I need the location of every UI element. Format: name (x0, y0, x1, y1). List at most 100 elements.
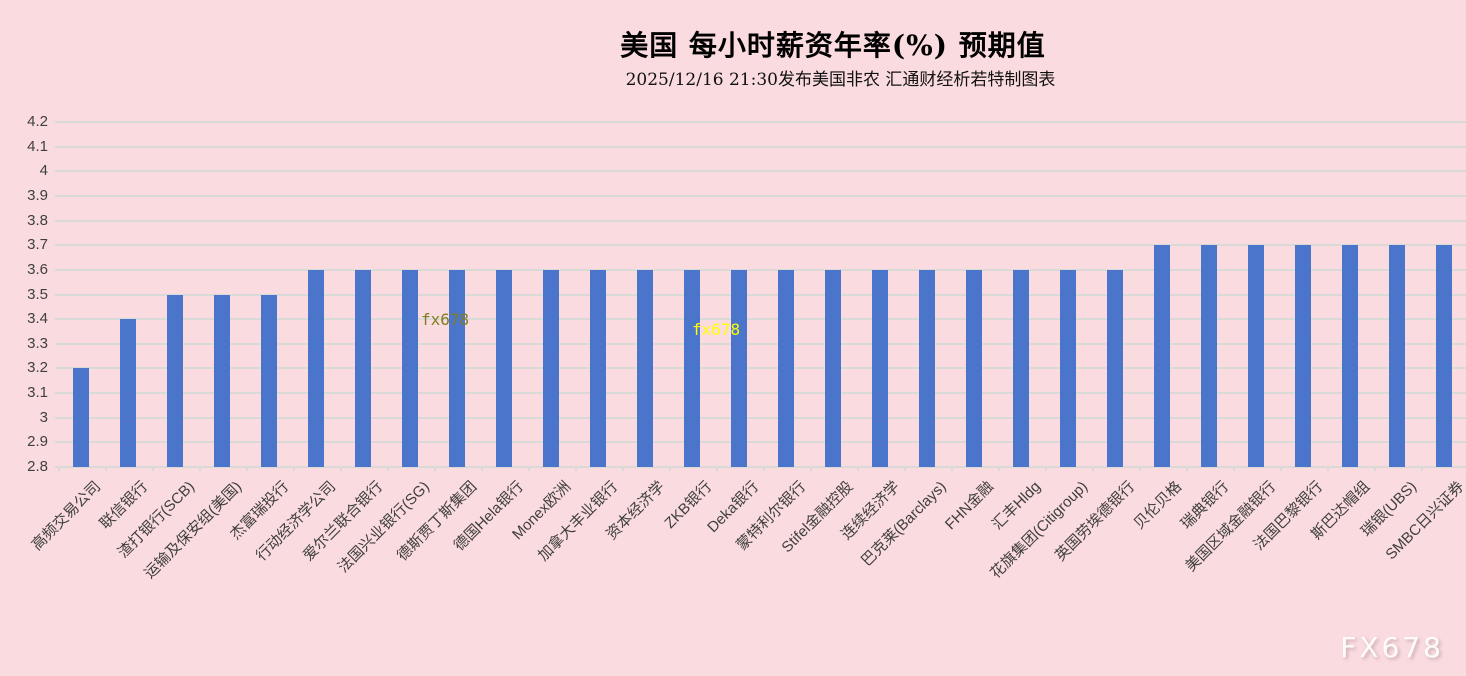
bar (214, 294, 230, 467)
x-axis-tick (668, 467, 671, 471)
bar (1013, 269, 1029, 467)
x-axis-tick (480, 467, 483, 471)
bar (543, 269, 559, 467)
y-tick-label: 3.1 (27, 384, 48, 402)
x-axis-tick (1373, 467, 1376, 471)
bar (731, 269, 747, 467)
gridline (55, 145, 1466, 148)
gridline (55, 219, 1466, 222)
y-tick-label: 4 (39, 162, 48, 180)
bar (1060, 269, 1076, 467)
bar (1107, 269, 1123, 467)
watermark-fx678-yellow: fx678 (692, 320, 741, 339)
gridline (55, 416, 1466, 419)
y-tick-label: 3.7 (27, 236, 48, 254)
y-tick-label: 3.8 (27, 211, 48, 229)
gridline (55, 194, 1466, 197)
x-axis-tick (903, 467, 906, 471)
gridline (55, 170, 1466, 173)
bar (261, 294, 277, 467)
gridline (55, 293, 1466, 296)
x-axis-tick (621, 467, 624, 471)
bar (590, 269, 606, 467)
chart-title: 美国 每小时薪资年率(%) 预期值 (620, 29, 1046, 62)
x-axis-tick (715, 467, 718, 471)
bar (778, 269, 794, 467)
x-axis-tick (1326, 467, 1329, 471)
chart-subtitle: 2025/12/16 21:30发布美国非农 汇通财经析若特制图表 (625, 70, 1056, 90)
y-tick-label: 3 (39, 408, 48, 426)
x-axis-tick (950, 467, 953, 471)
gridline (55, 244, 1466, 247)
y-tick-label: 3.3 (27, 334, 48, 352)
y-tick-label: 2.8 (27, 458, 48, 475)
x-axis-tick (1279, 467, 1282, 471)
bar (825, 269, 841, 467)
x-axis-tick (809, 467, 812, 471)
bar (919, 269, 935, 467)
y-tick-label: 4.2 (27, 113, 48, 130)
y-tick-label: 3.2 (27, 359, 48, 377)
x-axis-tick (997, 467, 1000, 471)
x-axis-tick (1091, 467, 1094, 471)
watermark-fx678-corner: FX678 (1340, 631, 1444, 664)
gridline (55, 441, 1466, 444)
x-axis-tick (1138, 467, 1141, 471)
x-axis-tick (762, 467, 765, 471)
gridline (55, 318, 1466, 321)
bar (167, 294, 183, 467)
gridline (55, 392, 1466, 395)
bar (120, 319, 136, 467)
gridline (55, 121, 1466, 123)
bar (872, 269, 888, 467)
x-axis-tick (198, 467, 201, 471)
x-category-label: 贝伦贝格 (1130, 478, 1186, 533)
x-axis-tick (245, 467, 248, 471)
x-axis-tick (292, 467, 295, 471)
x-category-label: 高频交易公司 (28, 478, 105, 554)
x-axis-tick (339, 467, 342, 471)
bar (402, 269, 418, 467)
x-axis-tick (433, 467, 436, 471)
x-axis-tick (856, 467, 859, 471)
bar (308, 269, 324, 467)
bar (73, 368, 89, 467)
bar (1389, 245, 1405, 467)
x-axis-tick (574, 467, 577, 471)
x-axis-tick (151, 467, 154, 471)
y-tick-label: 2.9 (27, 433, 48, 451)
bar (496, 269, 512, 467)
bar (1154, 245, 1170, 467)
x-axis-tick (1185, 467, 1188, 471)
bar (449, 269, 465, 467)
x-category-label: FHN金融 (942, 478, 998, 534)
bar (966, 269, 982, 467)
bar (1248, 245, 1264, 467)
x-axis-tick (57, 467, 60, 471)
bar (355, 269, 371, 467)
y-tick-label: 3.4 (27, 310, 48, 328)
bar (1436, 245, 1452, 467)
bar (684, 269, 700, 467)
y-tick-label: 4.1 (27, 137, 48, 155)
y-tick-label: 3.9 (27, 186, 48, 204)
y-tick-label: 3.6 (27, 260, 48, 278)
watermark-fx678-olive: fx678 (421, 310, 470, 329)
bar (1201, 245, 1217, 467)
x-axis-tick (104, 467, 107, 471)
bar (1342, 245, 1358, 467)
x-axis-tick (386, 467, 389, 471)
gridline (55, 466, 1466, 468)
gridline (55, 367, 1466, 370)
x-axis-tick (1044, 467, 1047, 471)
bar (637, 269, 653, 467)
gridline (55, 268, 1466, 271)
gridline (55, 342, 1466, 345)
bar (1295, 245, 1311, 467)
x-axis-tick (527, 467, 530, 471)
x-axis-tick (1232, 467, 1235, 471)
x-axis-tick (1420, 467, 1423, 471)
y-tick-label: 3.5 (27, 285, 48, 303)
